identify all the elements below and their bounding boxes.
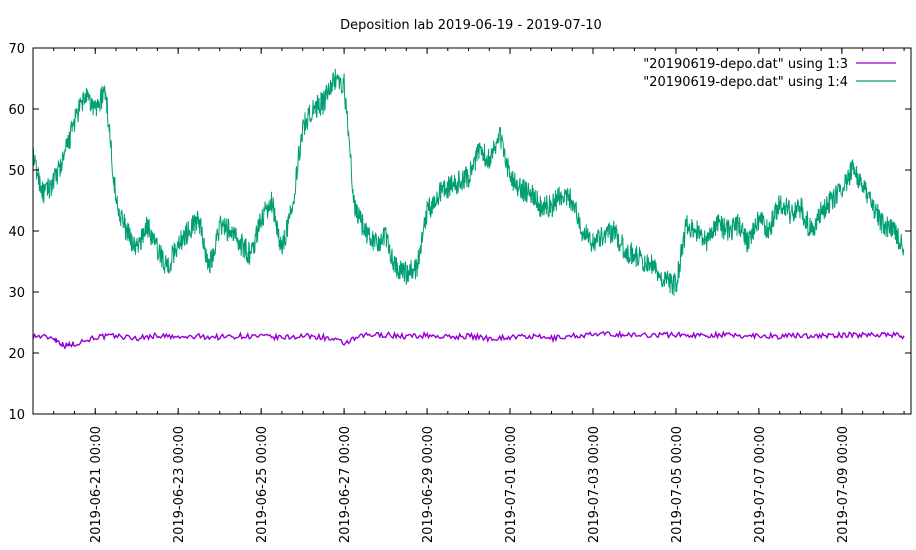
y-tick-label: 20: [8, 347, 25, 362]
legend-label-1: "20190619-depo.dat" using 1:3: [643, 57, 848, 72]
x-tick-label: 2019-07-09 00:00: [836, 426, 851, 543]
plot-area: [32, 68, 905, 350]
y-tick-label: 50: [8, 164, 25, 179]
plot-frame: [32, 47, 912, 415]
x-tick-label: 2019-07-03 00:00: [587, 426, 602, 543]
series-line-2: [32, 68, 905, 296]
chart-title: Deposition lab 2019-06-19 - 2019-07-10: [340, 18, 602, 33]
y-tick-label: 40: [8, 225, 25, 240]
x-tick-label: 2019-06-25 00:00: [255, 426, 270, 543]
x-tick-label: 2019-06-23 00:00: [172, 426, 187, 543]
y-tick-label: 60: [8, 103, 25, 118]
y-tick-label: 10: [8, 408, 25, 423]
x-tick-label: 2019-07-01 00:00: [504, 426, 519, 543]
y-tick-label: 70: [8, 42, 25, 57]
legend: "20190619-depo.dat" using 1:3 "20190619-d…: [643, 57, 896, 90]
x-tick-label: 2019-06-27 00:00: [338, 426, 353, 543]
legend-label-2: "20190619-depo.dat" using 1:4: [643, 75, 848, 90]
x-tick-label: 2019-07-07 00:00: [753, 426, 768, 543]
x-tick-label: 2019-06-29 00:00: [421, 426, 436, 543]
axes: 10 20 30 40 50 60 70 2019-06-21 00:00 2019-06-23…: [8, 42, 912, 543]
x-tick-label: 2019-07-05 00:00: [670, 426, 685, 543]
y-tick-label: 30: [8, 286, 25, 301]
x-tick-label: 2019-06-21 00:00: [89, 426, 104, 543]
series-line-1: [32, 329, 905, 350]
